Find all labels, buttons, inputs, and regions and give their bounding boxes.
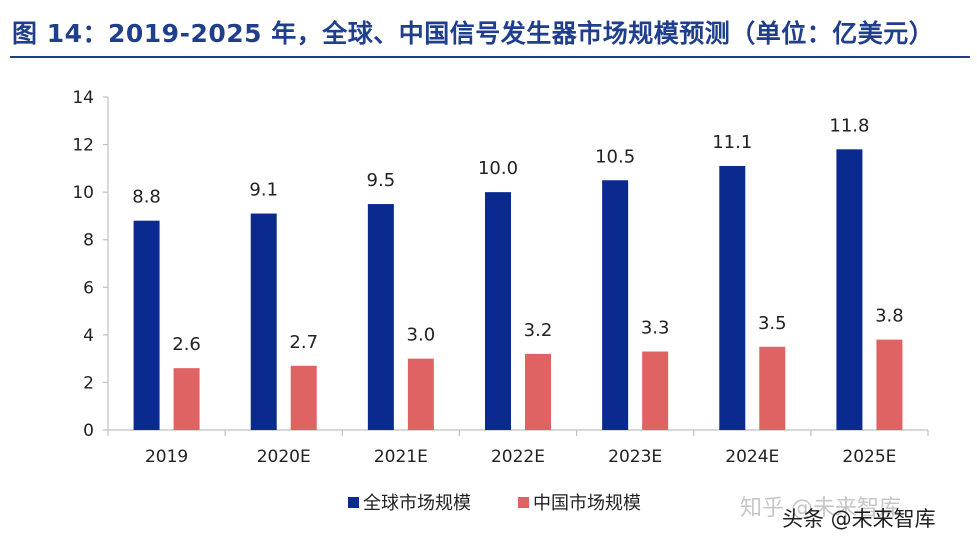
x-tick-label: 2022E [491, 447, 545, 467]
toutiao-watermark: 头条 @未来智库 [782, 507, 936, 531]
bar-global [133, 220, 160, 430]
legend-swatch [518, 497, 529, 508]
x-tick-label: 2020E [257, 447, 311, 467]
y-tick-label: 10 [72, 183, 94, 203]
legend-label: 全球市场规模 [363, 493, 471, 514]
y-tick-label: 6 [83, 278, 94, 298]
x-tick-label: 2021E [374, 447, 428, 467]
legend-swatch [348, 497, 359, 508]
data-label: 10.0 [478, 158, 518, 179]
x-tick-label: 2024E [725, 447, 779, 467]
bar-global [602, 180, 629, 430]
y-tick-label: 2 [83, 373, 94, 393]
data-label: 10.5 [595, 146, 635, 167]
data-label: 3.8 [875, 306, 904, 327]
data-label: 8.8 [132, 187, 161, 208]
bar-global [367, 204, 394, 430]
data-label: 3.5 [758, 313, 787, 334]
title-divider [10, 56, 970, 58]
data-label: 3.2 [524, 320, 553, 341]
figure-title: 图 14：2019-2025 年，全球、中国信号发生器市场规模预测（单位：亿美元… [12, 19, 935, 48]
y-tick-label: 14 [72, 88, 94, 108]
x-tick-label: 2025E [842, 447, 896, 467]
zhihu-watermark: 知乎 @未来智库 [740, 496, 901, 521]
data-label: 3.3 [641, 318, 670, 339]
bar-global [836, 149, 863, 431]
bar-china [759, 346, 786, 430]
y-tick-label: 12 [72, 136, 94, 156]
bar-china [876, 339, 903, 430]
data-label: 11.1 [712, 132, 752, 153]
bar-china [642, 351, 669, 430]
x-tick-label: 2023E [608, 447, 662, 467]
bar-global [485, 192, 511, 430]
data-label: 3.0 [407, 325, 436, 346]
bar-global [250, 213, 277, 430]
bar-china [173, 368, 200, 430]
bar-china [407, 358, 434, 430]
y-tick-label: 0 [83, 421, 94, 441]
legend-label: 中国市场规模 [533, 493, 641, 514]
x-tick-label: 2019 [145, 447, 188, 467]
y-tick-label: 8 [83, 231, 94, 251]
y-tick-label: 4 [83, 326, 94, 346]
data-label: 9.1 [249, 180, 278, 201]
bar-china [525, 353, 551, 430]
bar-china [290, 365, 317, 430]
data-label: 2.7 [289, 332, 318, 353]
data-label: 11.8 [829, 115, 869, 136]
data-label: 9.5 [367, 170, 396, 191]
bar-global [719, 165, 746, 430]
data-label: 2.6 [172, 334, 201, 355]
